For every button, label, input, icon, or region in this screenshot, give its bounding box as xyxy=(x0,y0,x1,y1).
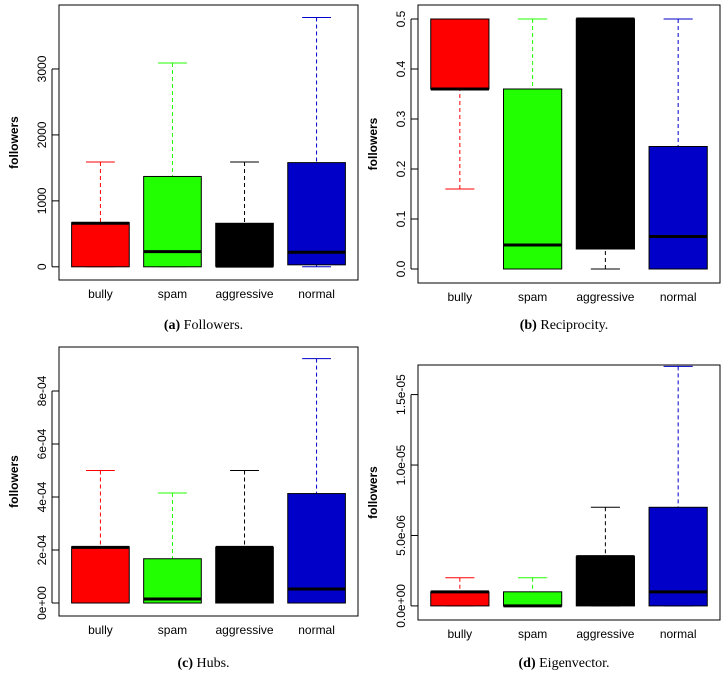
x-tick-label: aggressive xyxy=(216,623,274,637)
plot-frame xyxy=(58,346,359,617)
y-tick-label: 0.0 xyxy=(394,260,408,277)
box xyxy=(575,18,635,250)
box xyxy=(287,493,346,604)
box xyxy=(503,591,563,607)
y-tick-label: 1000 xyxy=(35,187,49,214)
caption-text: Hubs. xyxy=(196,656,229,671)
caption-text: Eigenvector. xyxy=(539,656,609,671)
x-tick-label: bully xyxy=(88,287,113,301)
x-tick-label: normal xyxy=(298,287,335,301)
x-tick-label: normal xyxy=(660,290,697,304)
caption-text: Followers. xyxy=(184,318,244,333)
plot-frame xyxy=(417,364,721,621)
y-tick-label: 2e-04 xyxy=(35,534,49,565)
y-tick-label: 1.5e-05 xyxy=(394,374,408,415)
x-tick-label: bully xyxy=(447,627,472,641)
x-tick-label: spam xyxy=(158,287,187,301)
y-axis-label: followers xyxy=(7,116,21,169)
x-tick-label: aggressive xyxy=(216,287,274,301)
x-tick-label: normal xyxy=(298,623,335,637)
plot-frame xyxy=(417,4,721,284)
plot-frame xyxy=(58,4,359,281)
y-tick-label: 5.0e-06 xyxy=(394,515,408,556)
x-tick-label: bully xyxy=(88,623,113,637)
x-tick-label: spam xyxy=(518,627,547,641)
y-tick-label: 2000 xyxy=(35,121,49,148)
box xyxy=(430,18,490,90)
caption-label: (a) xyxy=(164,318,181,333)
y-tick-label: 6e-04 xyxy=(35,428,49,459)
box xyxy=(430,591,490,607)
y-tick-label: 3000 xyxy=(35,55,49,82)
y-tick-label: 4e-04 xyxy=(35,481,49,512)
x-tick-label: spam xyxy=(158,623,187,637)
box xyxy=(143,558,202,604)
x-tick-label: spam xyxy=(518,290,547,304)
caption-text: Reciprocity. xyxy=(540,318,608,333)
y-axis-label: followers xyxy=(366,466,380,519)
caption-label: (d) xyxy=(519,656,536,671)
box xyxy=(143,175,202,268)
box xyxy=(71,222,130,268)
x-tick-label: aggressive xyxy=(576,627,634,641)
box xyxy=(215,546,274,604)
y-tick-label: 8e-04 xyxy=(35,375,49,406)
y-tick-label: 0.3 xyxy=(394,110,408,127)
y-tick-label: 0.1 xyxy=(394,210,408,227)
box xyxy=(215,222,274,267)
box xyxy=(287,162,346,266)
box xyxy=(575,556,635,607)
x-tick-label: aggressive xyxy=(576,290,634,304)
x-tick-label: normal xyxy=(660,627,697,641)
caption-label: (c) xyxy=(177,656,193,671)
y-tick-label: 0e+00 xyxy=(35,586,49,620)
y-axis-label: followers xyxy=(366,117,380,170)
box xyxy=(71,546,130,604)
x-tick-label: bully xyxy=(447,290,472,304)
caption: (d) Eigenvector. xyxy=(519,656,610,671)
y-tick-label: 1.0e-05 xyxy=(394,444,408,485)
y-tick-label: 0.2 xyxy=(394,160,408,177)
caption: (b) Reciprocity. xyxy=(520,318,609,333)
box xyxy=(648,506,708,607)
box xyxy=(503,88,563,270)
caption-label: (b) xyxy=(520,318,537,333)
caption: (a) Followers. xyxy=(164,318,243,333)
y-tick-label: 0.0e+00 xyxy=(394,584,408,628)
caption: (c) Hubs. xyxy=(177,656,229,671)
y-tick-label: 0.4 xyxy=(394,60,408,77)
y-tick-label: 0 xyxy=(35,263,49,270)
y-axis-label: followers xyxy=(7,455,21,508)
y-tick-label: 0.5 xyxy=(394,10,408,27)
box xyxy=(648,146,708,270)
